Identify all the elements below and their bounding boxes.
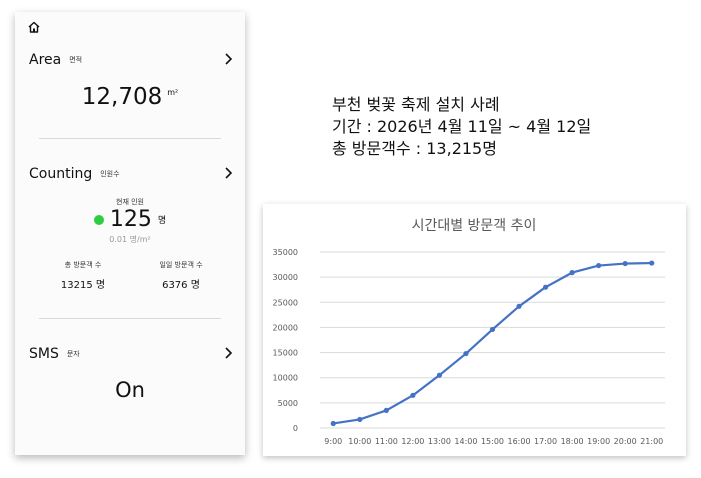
current-count-label: 현재 인원 xyxy=(116,198,144,206)
total-visitors: 총 방문객 수 13215 명 xyxy=(33,260,133,291)
x-tick-label: 10:00 xyxy=(348,437,371,446)
y-tick-label: 35000 xyxy=(273,248,298,257)
y-tick-label: 5000 xyxy=(278,399,298,408)
sms-title: SMS xyxy=(29,346,59,362)
daily-visitors-value: 6376 명 xyxy=(162,280,200,291)
x-tick-label: 13:00 xyxy=(428,437,451,446)
y-tick-label: 0 xyxy=(293,424,298,433)
area-unit: m² xyxy=(167,88,179,97)
counting-title: Counting xyxy=(29,166,93,182)
divider xyxy=(39,318,221,319)
y-tick-label: 10000 xyxy=(273,374,298,383)
counting-subtitle: 인원수 xyxy=(100,170,120,178)
data-point xyxy=(463,350,469,357)
data-point xyxy=(383,407,389,413)
data-point xyxy=(489,326,496,333)
x-tick-label: 20:00 xyxy=(614,437,637,446)
sms-subtitle: 문자 xyxy=(66,350,80,358)
divider xyxy=(39,138,221,139)
data-point xyxy=(596,262,602,269)
y-tick-label: 30000 xyxy=(273,273,298,282)
daily-visitors: 일일 방문객 수 6376 명 xyxy=(131,260,231,291)
x-tick-label: 14:00 xyxy=(454,437,477,446)
sms-row[interactable]: SMS 문자 xyxy=(29,344,233,364)
chevron-right-icon[interactable] xyxy=(223,166,233,180)
daily-visitors-label: 일일 방문객 수 xyxy=(159,261,203,269)
data-point xyxy=(516,303,522,309)
density-value: 0.01 명/m² xyxy=(109,235,151,244)
visitor-trend-chart: 시간대별 방문객 추이 0 5000 10000 15000 20000 25000 300… xyxy=(263,204,686,456)
home-icon[interactable] xyxy=(27,20,41,34)
case-total: 총 방문객수 : 13,215명 xyxy=(332,139,497,158)
total-visitors-value: 13215 명 xyxy=(60,280,106,291)
x-tick-label: 21:00 xyxy=(640,437,663,446)
chart-svg: 시간대별 방문객 추이 0 5000 10000 15000 20000 25000 300… xyxy=(273,218,665,446)
area-value: 12,708 m² xyxy=(81,84,179,110)
data-point xyxy=(357,416,363,423)
area-row[interactable]: Area 면적 xyxy=(29,50,233,70)
y-tick-label: 25000 xyxy=(273,298,298,307)
chevron-right-icon[interactable] xyxy=(223,52,233,66)
x-tick-label: 17:00 xyxy=(534,437,557,446)
chevron-right-icon[interactable] xyxy=(223,346,233,360)
series-line xyxy=(333,261,652,425)
sms-status-value: On xyxy=(115,378,145,402)
area-title: Area xyxy=(29,52,62,68)
dashboard-panel: Area 면적 12,708 m² Counting 인원수 현재 인원 125 … xyxy=(15,12,245,455)
data-point xyxy=(569,270,575,276)
x-tick-label: 11:00 xyxy=(375,437,398,446)
data-point xyxy=(542,284,549,290)
case-period: 기간 : 2026년 4월 11일 ~ 4월 12일 xyxy=(332,117,592,136)
x-tick-label: 16:00 xyxy=(508,437,531,446)
y-tick-label: 20000 xyxy=(273,323,298,332)
data-point xyxy=(330,420,336,427)
area-subtitle: 면적 xyxy=(69,56,83,64)
status-dot xyxy=(93,214,104,225)
x-tick-label: 12:00 xyxy=(401,437,424,446)
data-point xyxy=(410,392,416,398)
data-point xyxy=(436,372,443,378)
x-tick-label: 9:00 xyxy=(324,437,342,446)
x-tick-label: 15:00 xyxy=(481,437,504,446)
x-tick-label: 19:00 xyxy=(587,437,610,446)
current-count-value: 125 xyxy=(109,207,152,232)
x-tick-label: 18:00 xyxy=(561,437,584,446)
y-tick-label: 15000 xyxy=(273,349,298,358)
current-count: 125 명 xyxy=(15,207,245,232)
current-count-unit: 명 xyxy=(157,216,167,226)
counting-row[interactable]: Counting 인원수 xyxy=(29,164,233,184)
data-point xyxy=(622,260,628,267)
data-point xyxy=(649,260,655,266)
case-title: 부천 벚꽃 축제 설치 사례 xyxy=(332,95,500,114)
chart-title: 시간대별 방문객 추이 xyxy=(412,218,537,234)
total-visitors-label: 총 방문객 수 xyxy=(64,261,102,269)
case-info: 부천 벚꽃 축제 설치 사례 기간 : 2026년 4월 11일 ~ 4월 12… xyxy=(332,94,591,160)
